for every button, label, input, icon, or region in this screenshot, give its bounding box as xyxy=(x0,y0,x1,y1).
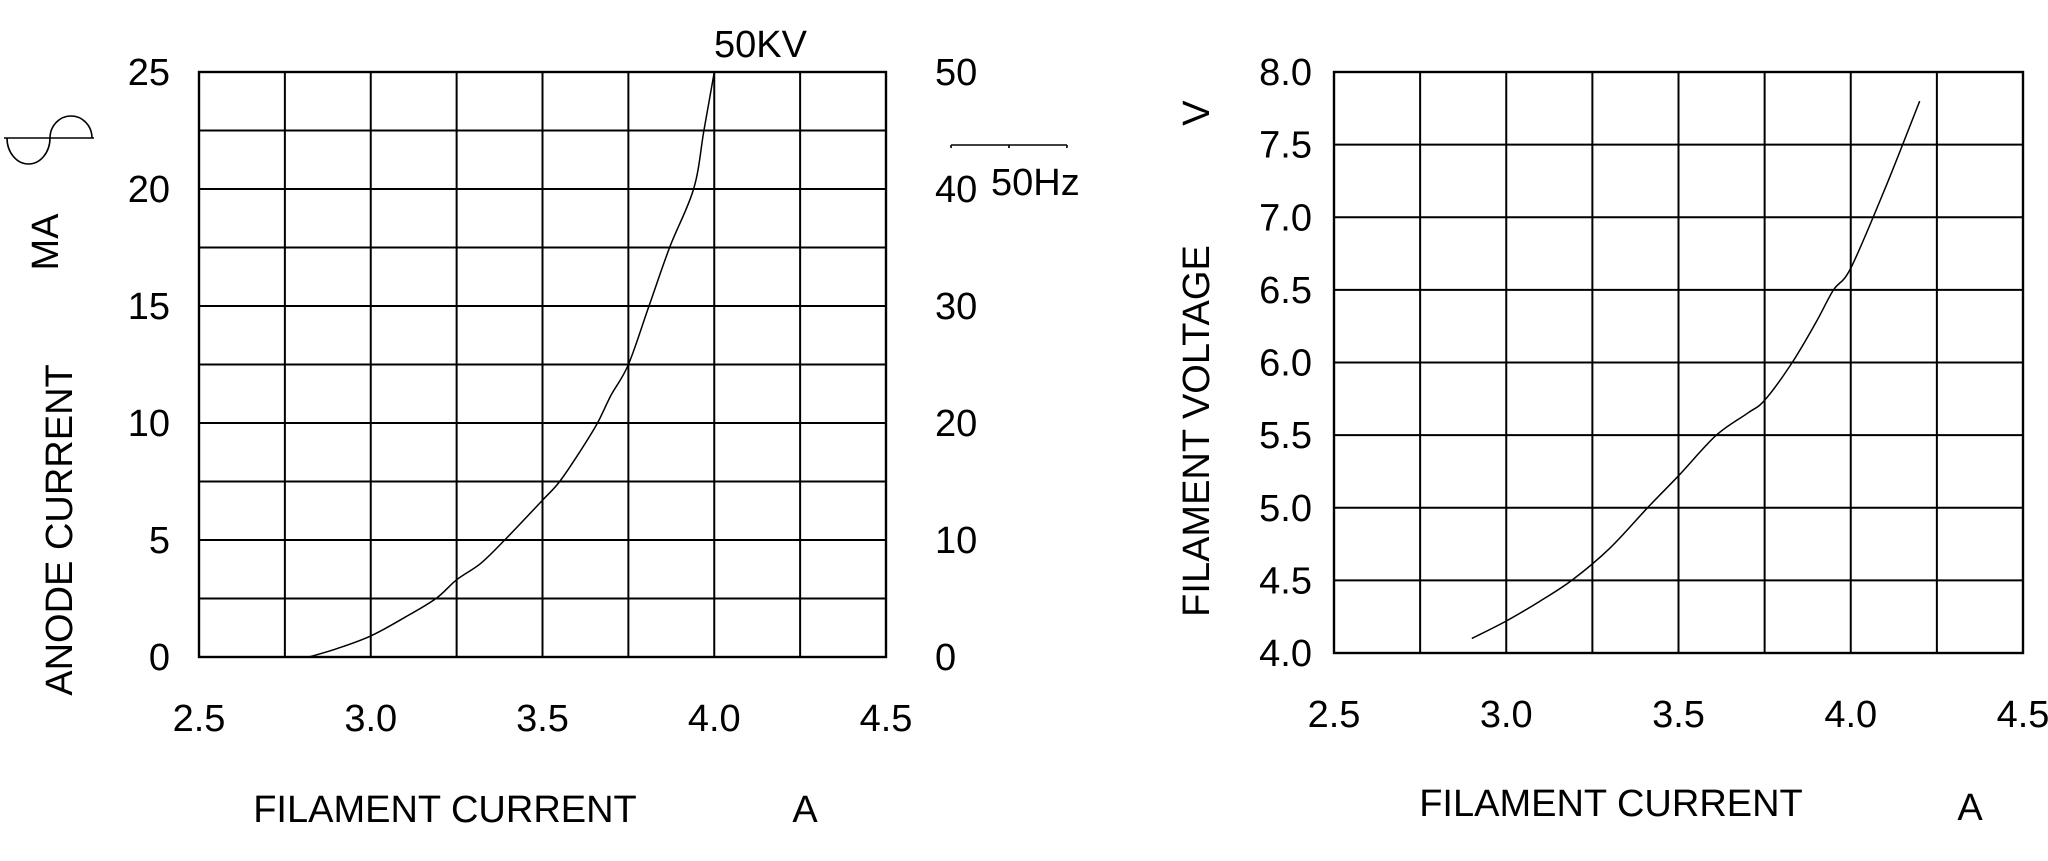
y-tick-label-left: 6.5 xyxy=(1259,270,1312,312)
curve-label-50kv: 50KV xyxy=(714,24,807,66)
y-tick-label-left: 5.0 xyxy=(1259,488,1312,530)
y-tick-label-left: 4.0 xyxy=(1259,633,1312,675)
x-tick-label: 3.0 xyxy=(1480,694,1533,736)
x-tick-label: 3.5 xyxy=(516,698,569,740)
y-tick-label-left: 7.0 xyxy=(1259,197,1312,239)
sine-wave-icon xyxy=(4,108,96,171)
y-tick-label-right: 50 xyxy=(935,52,977,94)
y-tick-label-left: 7.5 xyxy=(1259,125,1312,167)
y-tick-label-left: 10 xyxy=(128,403,170,445)
y-tick-label-right: 40 xyxy=(935,169,977,211)
plot-border xyxy=(197,70,888,659)
right-chart-x-axis-title: FILAMENT CURRENT xyxy=(1419,783,1803,825)
y-tick-label-left: 25 xyxy=(128,52,170,94)
y-tick-label-left: 0 xyxy=(149,637,170,679)
x-tick-label: 4.0 xyxy=(1824,694,1877,736)
y-tick-label-right: 20 xyxy=(935,403,977,445)
y-tick-label-right: 30 xyxy=(935,286,977,328)
left-chart-x-axis-title: FILAMENT CURRENT xyxy=(253,789,637,831)
y-tick-label-left: 8.0 xyxy=(1259,52,1312,94)
y-tick-label-left: 5 xyxy=(149,520,170,562)
right-chart-y-unit-label: V xyxy=(1176,100,1218,126)
x-tick-label: 3.5 xyxy=(1652,694,1705,736)
x-tick-label: 4.0 xyxy=(688,698,741,740)
y-tick-label-right: 10 xyxy=(935,520,977,562)
left-chart-y-unit-label: MA xyxy=(25,213,67,271)
y-tick-label-left: 6.0 xyxy=(1259,343,1312,385)
left-chart-x-unit-label: A xyxy=(792,789,818,831)
frequency-annotation: 50Hz xyxy=(991,162,1080,204)
y-tick-label-left: 4.5 xyxy=(1259,560,1312,602)
x-tick-label: 4.5 xyxy=(1997,694,2048,736)
right-chart-y-axis-title: FILAMENT VOLTAGE xyxy=(1176,245,1218,617)
y-tick-label-left: 20 xyxy=(128,169,170,211)
curve-50kv xyxy=(308,71,716,658)
x-tick-label: 2.5 xyxy=(1308,694,1361,736)
curve-filament-voltage xyxy=(1471,100,1921,640)
left-chart-y-axis-title: ANODE CURRENT xyxy=(39,364,81,696)
y-tick-label-right: 0 xyxy=(935,637,956,679)
plot-border xyxy=(1332,70,2025,655)
x-tick-label: 4.5 xyxy=(860,698,913,740)
y-tick-label-left: 15 xyxy=(128,286,170,328)
x-tick-label: 2.5 xyxy=(173,698,226,740)
full-wave-rectified-icon xyxy=(950,110,1068,178)
right-chart-x-unit-label: A xyxy=(1957,787,1983,829)
y-tick-label-left: 5.5 xyxy=(1259,415,1312,457)
x-tick-label: 3.0 xyxy=(344,698,397,740)
